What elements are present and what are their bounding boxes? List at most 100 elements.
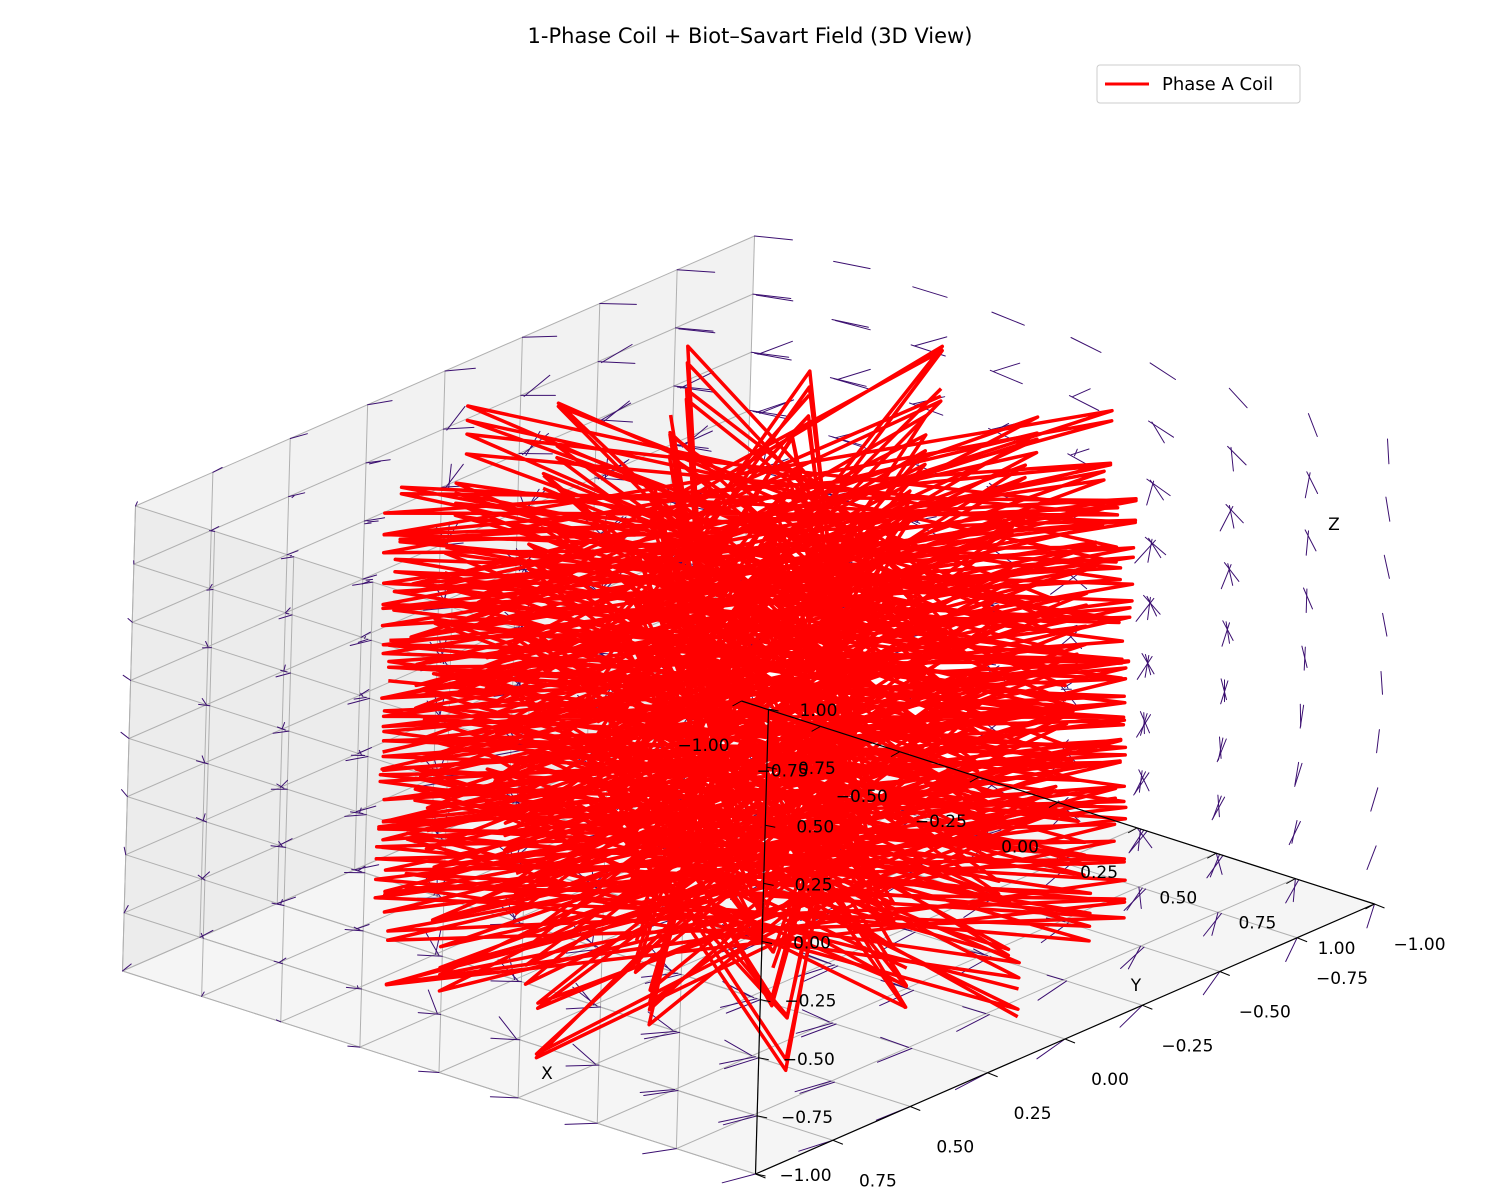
field-vector [602, 400, 630, 423]
field-vector [278, 957, 287, 964]
field-vector [750, 351, 790, 358]
field-vector [601, 344, 633, 364]
field-vector [345, 986, 362, 990]
field-vector [417, 954, 443, 957]
field-vector [1074, 448, 1078, 457]
field-vector [367, 520, 379, 523]
chart-title: 1-Phase Coil + Biot–Savart Field (3D Vie… [528, 24, 973, 48]
field-vector [280, 556, 295, 560]
z-tick [768, 708, 779, 712]
field-vector [1304, 529, 1317, 552]
field-vector [754, 235, 793, 241]
z-tick [761, 941, 773, 944]
legend: Phase A Coil [1096, 64, 1301, 104]
field-vector [350, 811, 364, 815]
field-vector [444, 367, 476, 372]
z-tick-label: −1.00 [779, 1166, 831, 1186]
x-tick-label: 0.75 [1238, 914, 1276, 934]
field-vector [289, 433, 308, 439]
field-vector [1370, 787, 1379, 812]
field-vector [122, 963, 132, 972]
coil-turn [381, 344, 1120, 672]
field-vector [446, 405, 466, 431]
field-vector [1220, 564, 1232, 590]
field-vector [355, 805, 377, 813]
field-vector [344, 814, 367, 817]
z-tick [765, 824, 776, 828]
field-vector [757, 340, 793, 355]
field-vector [673, 385, 712, 391]
x-tick [1207, 852, 1217, 859]
field-vector [1146, 478, 1171, 497]
field-vector [357, 638, 369, 643]
field-vector [912, 286, 948, 298]
x-tick-label: −0.75 [757, 761, 809, 781]
field-vector [1383, 554, 1390, 579]
field-vector [275, 672, 291, 678]
field-vector [196, 760, 209, 765]
x-tick [1286, 878, 1296, 885]
field-vector [275, 1019, 282, 1023]
field-vector [1146, 595, 1157, 617]
field-vector [1285, 937, 1298, 962]
field-vector [1123, 888, 1147, 911]
field-vector [914, 336, 948, 347]
field-vector [286, 550, 299, 556]
field-vector [565, 1006, 601, 1010]
y-tick-label: −0.25 [1161, 1036, 1213, 1056]
field-vector [1120, 946, 1145, 969]
field-vector [1227, 563, 1234, 586]
y-tick [1296, 937, 1308, 943]
field-vector [122, 674, 132, 681]
x-tick [1048, 802, 1059, 808]
field-vector [1385, 496, 1391, 522]
field-vector [1285, 879, 1300, 904]
x-tick [969, 776, 980, 783]
field-vector [365, 578, 374, 581]
field-vector [1203, 912, 1222, 937]
field-vector [276, 896, 296, 904]
field-vector [572, 1043, 596, 1065]
x-tick [1127, 827, 1138, 834]
field-vector [1292, 878, 1296, 903]
field-vector [1288, 821, 1301, 846]
field-vector [201, 755, 206, 764]
field-vector [718, 1114, 755, 1123]
field-vector [364, 522, 372, 525]
field-vector [358, 749, 362, 755]
coil-turn [398, 369, 1138, 705]
field-vector [425, 932, 440, 956]
field-vector [368, 460, 381, 465]
field-vector [276, 726, 286, 731]
field-vector [360, 631, 371, 638]
field-vector [1147, 596, 1151, 621]
field-vector [675, 327, 714, 332]
field-vector [280, 779, 288, 788]
field-vector [565, 1064, 600, 1067]
legend-label-phase-a: Phase A Coil [1162, 74, 1273, 95]
field-vector [280, 899, 283, 905]
y-tick [987, 1072, 998, 1078]
field-vector [197, 874, 206, 881]
field-vector [722, 1115, 758, 1126]
y-tick [1142, 1004, 1153, 1010]
field-vector [281, 722, 286, 730]
field-vector [1147, 538, 1153, 563]
field-vector [1299, 704, 1305, 729]
field-vector [121, 789, 128, 798]
y-tick [1064, 1038, 1076, 1044]
field-vector [1366, 903, 1375, 929]
field-vector [752, 293, 792, 299]
field-vector [1206, 854, 1224, 879]
field-vector [209, 530, 216, 532]
z-tick [766, 766, 777, 770]
field-vector [564, 1122, 598, 1125]
y-tick [1374, 903, 1385, 909]
field-vector [640, 1030, 677, 1035]
field-vector [362, 574, 378, 580]
field-vector [365, 459, 391, 464]
field-vector [353, 696, 367, 700]
field-vector [799, 1081, 835, 1094]
x-tick-label: 1.00 [1318, 939, 1356, 959]
field-vector [357, 865, 366, 872]
